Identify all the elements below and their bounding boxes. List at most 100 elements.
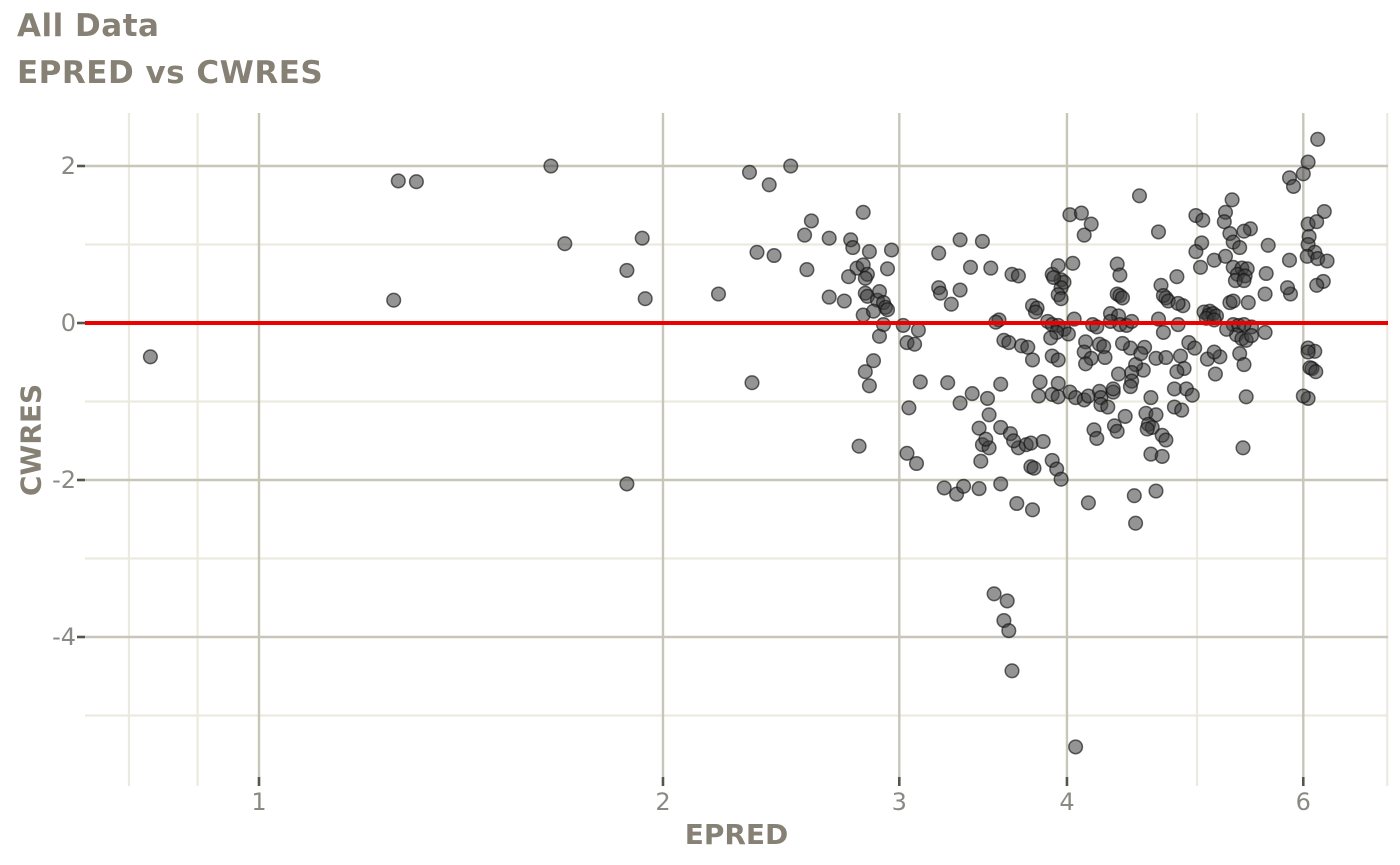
- data-point: [1188, 244, 1204, 260]
- data-point: [861, 244, 877, 260]
- data-point: [1309, 277, 1325, 293]
- data-point: [983, 260, 999, 276]
- data-point: [1172, 348, 1189, 364]
- data-point: [1024, 352, 1041, 368]
- data-point: [634, 230, 650, 246]
- data-point: [1217, 248, 1234, 264]
- data-point: [783, 158, 799, 174]
- data-point: [1195, 212, 1211, 228]
- data-point: [993, 476, 1009, 492]
- data-point: [1112, 267, 1128, 283]
- data-point: [710, 286, 727, 302]
- data-point: [971, 481, 987, 497]
- x-tick-label: 1: [251, 788, 267, 816]
- data-point: [1206, 344, 1222, 360]
- data-point: [1260, 237, 1276, 253]
- data-point: [940, 375, 956, 391]
- data-point: [543, 158, 559, 174]
- data-point: [1122, 379, 1138, 395]
- data-point: [1035, 433, 1051, 450]
- data-point: [1131, 188, 1148, 204]
- data-point: [619, 476, 635, 492]
- data-point: [1006, 433, 1022, 449]
- data-point: [1243, 328, 1260, 344]
- data-point: [901, 400, 917, 416]
- data-point: [1031, 388, 1047, 404]
- data-point: [871, 328, 888, 344]
- data-point: [1285, 178, 1302, 194]
- data-point: [1240, 295, 1256, 311]
- data-point: [1308, 364, 1324, 380]
- data-point: [1236, 357, 1252, 373]
- data-point: [1004, 663, 1020, 679]
- data-point: [865, 353, 882, 369]
- data-point: [979, 390, 996, 406]
- data-point: [142, 349, 158, 365]
- data-point: [952, 395, 968, 411]
- data-point: [971, 420, 987, 436]
- data-point: [619, 262, 635, 278]
- data-point: [908, 455, 925, 472]
- data-point: [1184, 387, 1200, 403]
- data-point: [1257, 286, 1273, 302]
- y-tick-label: 2: [60, 152, 76, 180]
- data-point: [1207, 366, 1223, 382]
- data-point: [1235, 440, 1251, 456]
- data-point: [1126, 488, 1142, 504]
- data-point: [1174, 402, 1190, 418]
- data-point: [879, 261, 896, 277]
- data-point: [1078, 356, 1094, 372]
- data-point: [1300, 344, 1316, 360]
- data-point: [1105, 381, 1121, 397]
- data-point: [1310, 131, 1326, 147]
- data-point: [1155, 324, 1171, 340]
- y-tick-label: -2: [52, 466, 76, 494]
- data-point: [910, 322, 926, 338]
- data-point: [1110, 366, 1127, 382]
- data-point: [1023, 435, 1039, 451]
- data-point: [1050, 352, 1066, 368]
- data-point: [899, 445, 915, 461]
- data-point: [836, 293, 852, 309]
- data-point: [962, 259, 979, 275]
- data-point: [841, 269, 857, 285]
- data-point: [1065, 255, 1081, 271]
- chart-title: All Data: [17, 8, 160, 44]
- data-point: [936, 480, 952, 496]
- data-point: [973, 453, 989, 469]
- data-point: [974, 233, 990, 249]
- data-point: [1170, 295, 1186, 311]
- data-point: [857, 364, 873, 380]
- data-point: [1258, 265, 1274, 282]
- data-point: [978, 431, 994, 447]
- data-point: [1001, 623, 1017, 639]
- data-point: [993, 376, 1009, 392]
- data-point: [1032, 374, 1048, 390]
- data-point: [999, 593, 1015, 609]
- chart-subtitle: EPRED vs CWRES: [17, 55, 324, 91]
- data-point: [1097, 349, 1113, 366]
- data-point: [1257, 324, 1273, 340]
- data-point: [895, 317, 911, 333]
- x-tick-label: 4: [1059, 788, 1075, 816]
- data-point: [931, 245, 947, 261]
- data-point: [390, 173, 406, 189]
- data-point: [964, 386, 980, 402]
- data-point: [879, 302, 896, 318]
- data-point: [1114, 290, 1131, 306]
- data-point: [845, 240, 861, 256]
- data-point: [821, 230, 837, 246]
- data-point: [952, 282, 968, 298]
- data-point: [1169, 269, 1185, 285]
- data-point: [1169, 364, 1185, 380]
- data-point: [1192, 259, 1209, 275]
- data-point: [557, 236, 573, 252]
- data-point: [1316, 203, 1332, 220]
- data-point: [1053, 291, 1069, 307]
- data-point: [1010, 268, 1026, 284]
- data-point: [637, 291, 653, 307]
- data-point: [1148, 483, 1164, 499]
- y-tick-label: -4: [52, 623, 76, 651]
- data-point: [1109, 423, 1125, 439]
